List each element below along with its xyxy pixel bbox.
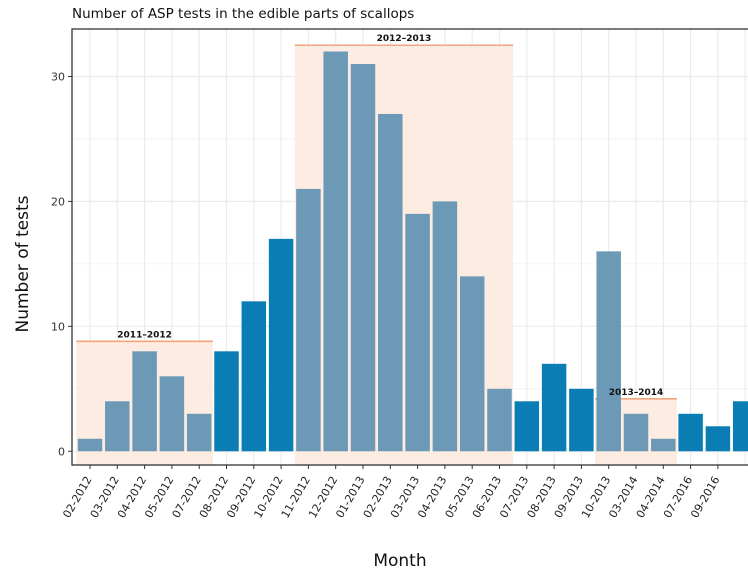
y-tick-label: 10 [51,320,65,333]
bars [77,51,748,452]
bar [241,301,267,452]
bar [214,351,239,452]
season-label: 2012–2013 [377,34,432,44]
bar [541,363,567,452]
season-label: 2013–2014 [609,388,664,398]
bar [459,276,485,452]
bar [350,63,376,452]
y-tick-label: 0 [58,445,65,458]
bar [105,401,130,452]
x-axis-title: Month [373,551,426,568]
y-tick-label: 20 [51,195,65,208]
y-tick-label: 30 [51,70,65,83]
plot-border [71,28,748,466]
bar [514,401,540,452]
bar [732,401,748,452]
bar [186,413,212,452]
bar [159,376,185,452]
bar [296,188,321,452]
bar [132,351,157,452]
chart-title: Number of ASP tests in the edible parts … [72,6,415,22]
bar [705,426,731,452]
bar [405,213,430,452]
bar [569,388,594,452]
bar [268,238,294,452]
bar [77,438,103,452]
season-labels: 2011–2012 2012–2013 2013–2014 [117,34,663,398]
y-axis-title: Number of tests [13,195,33,332]
bar [378,113,403,452]
bar [678,413,703,452]
season-label: 2011–2012 [117,330,172,340]
bar [623,413,649,452]
bar [432,201,458,452]
bar [487,388,512,452]
bar [596,251,621,452]
bar [651,438,676,452]
bar [323,51,348,452]
